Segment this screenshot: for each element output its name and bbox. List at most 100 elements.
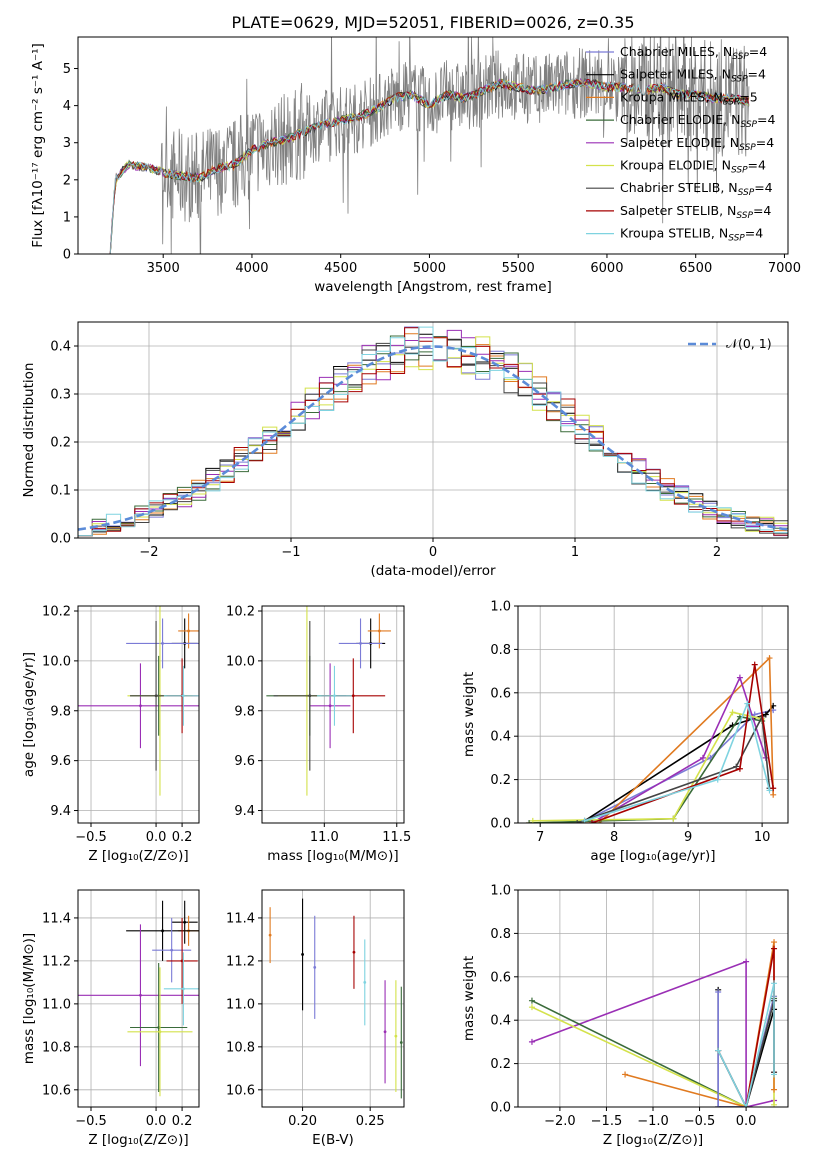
legend-label: Chabrier MILES, NSSP=4 — [620, 44, 767, 62]
y-tick-label: 0.2 — [490, 1057, 511, 1072]
y-tick-label: 11.0 — [42, 997, 71, 1012]
legend-subscript: SSP — [728, 234, 745, 244]
plot-age-vs-mass: 11.0 11.5 9.4 9.6 9.8 10.0 10.2 mass [log₁₀(M/M… — [226, 604, 411, 864]
mass-weight-line — [531, 960, 775, 1107]
axes-frame: 11.0 11.5 9.4 9.6 9.8 10.0 10.2 mass [log₁₀(M/M… — [226, 604, 411, 864]
plot-body — [109, 37, 750, 254]
plus-marker — [622, 1071, 629, 1078]
x-tick-label: 0.20 — [288, 1114, 317, 1129]
mass-weight-line — [529, 656, 774, 823]
legend-label: Salpeter STELIB, NSSP=4 — [620, 203, 771, 221]
legend-label: Chabrier STELIB, NSSP=4 — [620, 180, 773, 198]
legend-subscript: SSP — [740, 120, 757, 130]
y-tick-label: 10.6 — [42, 1083, 71, 1098]
x-tick-label: 9 — [684, 830, 692, 845]
y-tick-label: 11.4 — [226, 911, 255, 926]
data-point — [351, 694, 355, 698]
x-axis-label: Z [log₁₀(Z/Z⊙)] — [88, 848, 188, 864]
plus-marker — [528, 1004, 535, 1011]
legend-label-gaussian: 𝒩(0, 1) — [726, 336, 772, 351]
x-tick-label: 6500 — [679, 261, 712, 276]
y-tick-label: 9.8 — [234, 704, 255, 719]
axes-frame: −2 −1 0 1 2 0.0 0.1 0.2 0.3 0.4 (data-model)/error… — [21, 321, 789, 579]
y-tick-label: 0.8 — [490, 927, 511, 942]
axes-border — [261, 605, 405, 824]
plot-body — [528, 939, 778, 1107]
y-tick-label: 3 — [63, 136, 71, 151]
mass-weight-line — [584, 705, 774, 822]
data-point — [157, 1026, 161, 1029]
legend-label: Kroupa STELIB, NSSP=4 — [620, 226, 763, 244]
data-point — [139, 993, 142, 997]
x-tick-label: 7000 — [768, 261, 801, 276]
y-tick-label: 11.2 — [42, 954, 71, 969]
legend-subscript: SSP — [731, 75, 748, 85]
mass-weight-line — [717, 983, 775, 1107]
data-point — [383, 1030, 387, 1034]
axes-border — [77, 605, 200, 824]
x-tick-label: −2 — [139, 545, 158, 560]
y-axis-label: Flux [fλ10⁻¹⁷ erg cm⁻² s⁻¹ A⁻¹] — [30, 43, 46, 248]
data-point — [333, 694, 336, 698]
x-tick-label: 2 — [713, 545, 721, 560]
legend-label: Salpeter MILES, NSSP=4 — [620, 67, 766, 85]
legend-value: =4 — [748, 67, 766, 82]
x-tick-label: 11.0 — [310, 830, 339, 845]
data-point — [161, 929, 164, 933]
plot-body — [526, 655, 777, 823]
data-point — [161, 642, 164, 645]
y-tick-label: 0.4 — [490, 730, 511, 745]
y-tick-label: 4 — [63, 99, 71, 114]
y-tick-label: 11.2 — [226, 954, 255, 969]
data-point — [170, 948, 174, 952]
legend-value: =4 — [745, 226, 763, 241]
y-tick-label: 1 — [63, 210, 71, 225]
legend-value: =5 — [739, 89, 757, 104]
plot-mass-weight-vs-z: −2.0 −1.5 −1.0 −0.5 0.0 0.0 0.2 0.4 0.6 0.8 1.0 Z [… — [461, 884, 789, 1148]
plus-marker — [766, 655, 773, 662]
y-tick-label: 9.8 — [50, 704, 71, 719]
data-point — [183, 920, 187, 924]
y-tick-label: 0.3 — [50, 388, 71, 403]
y-tick-label: 0.0 — [50, 532, 71, 547]
y-tick-label: 1.0 — [490, 600, 511, 615]
x-tick-label: 5000 — [413, 261, 446, 276]
data-point — [301, 953, 304, 956]
data-point — [268, 933, 272, 937]
x-axis-label: (data-model)/error — [370, 563, 496, 579]
mass-weight-line — [576, 713, 771, 823]
x-tick-label: 6000 — [590, 261, 623, 276]
x-axis-label: Z [log₁₀(Z/Z⊙)] — [88, 1132, 188, 1148]
data-point — [359, 642, 362, 645]
residual-histogram — [78, 326, 788, 537]
axes-border — [261, 889, 405, 1108]
y-tick-label: 9.4 — [234, 804, 255, 819]
y-tick-label: 10.2 — [226, 604, 255, 619]
data-point — [363, 980, 367, 984]
legend-subscript: SSP — [723, 97, 740, 107]
plus-marker — [526, 820, 533, 823]
y-tick-label: 0.2 — [490, 773, 511, 788]
y-tick-label: 9.4 — [50, 804, 71, 819]
x-tick-label: 5500 — [502, 261, 535, 276]
data-point — [352, 950, 356, 954]
axes-frame: 7 8 9 10 0.0 0.2 0.4 0.6 0.8 1.0 age [log₁₀(age/yr… — [461, 600, 789, 864]
data-point — [394, 1034, 398, 1038]
data-point — [158, 1030, 162, 1034]
plus-marker — [574, 820, 581, 823]
spectrum-model-line — [109, 79, 749, 254]
plus-marker — [736, 765, 743, 772]
x-tick-label: 0 — [429, 545, 437, 560]
y-tick-label: 10.0 — [226, 654, 255, 669]
data-point — [377, 629, 381, 633]
axes-frame: −2.0 −1.5 −1.0 −0.5 0.0 0.0 0.2 0.4 0.6 0.8 1.0 Z [… — [461, 884, 789, 1148]
y-tick-label: 2 — [63, 173, 71, 188]
legend-value: =4 — [757, 112, 775, 127]
x-tick-label: −2.0 — [544, 1114, 576, 1129]
data-point — [181, 987, 185, 991]
x-tick-label: 11.5 — [382, 830, 411, 845]
plus-marker — [729, 709, 736, 716]
plus-marker — [588, 820, 595, 823]
x-tick-label: 0.0 — [146, 1114, 167, 1129]
data-point — [154, 694, 158, 698]
